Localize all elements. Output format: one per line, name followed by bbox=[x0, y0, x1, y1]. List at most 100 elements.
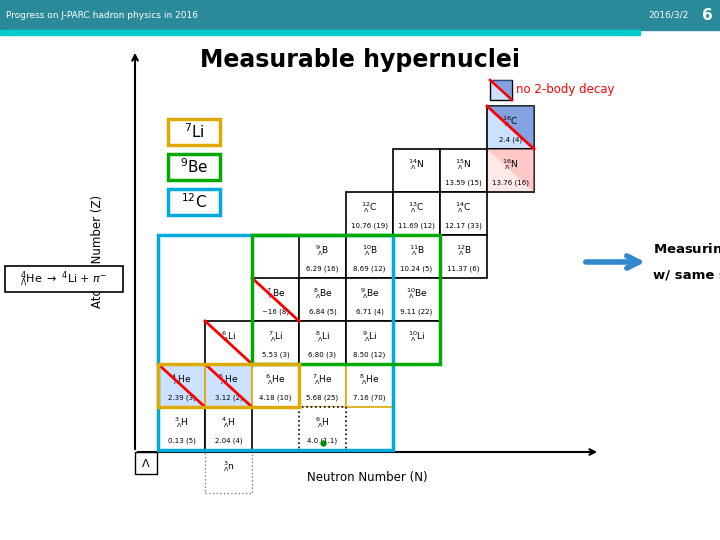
Text: 11.69 (12): 11.69 (12) bbox=[398, 222, 435, 229]
Bar bbox=[440, 192, 487, 235]
Bar bbox=[393, 235, 440, 278]
Bar bbox=[346, 192, 393, 235]
Text: $^{5}_{\ \Lambda}$He: $^{5}_{\ \Lambda}$He bbox=[218, 373, 239, 387]
Bar bbox=[168, 189, 220, 215]
Bar bbox=[252, 364, 299, 407]
Bar bbox=[346, 235, 393, 278]
Text: 0.13 (5): 0.13 (5) bbox=[168, 437, 195, 444]
Text: Progress on J-PARC hadron physics in 2016: Progress on J-PARC hadron physics in 201… bbox=[6, 10, 198, 19]
Text: $^{6}_{\ \Lambda}$He: $^{6}_{\ \Lambda}$He bbox=[265, 373, 286, 387]
Text: 2016/3/2: 2016/3/2 bbox=[648, 10, 688, 19]
Bar bbox=[440, 235, 487, 278]
Text: $^{13}_{\ \Lambda}$C: $^{13}_{\ \Lambda}$C bbox=[408, 200, 425, 215]
Text: w/ same setup: w/ same setup bbox=[653, 268, 720, 281]
Bar bbox=[5, 266, 123, 292]
Text: $^{11}_{\ \Lambda}$B: $^{11}_{\ \Lambda}$B bbox=[408, 244, 424, 258]
Text: 9.11 (22): 9.11 (22) bbox=[400, 308, 433, 315]
Bar bbox=[299, 235, 346, 278]
Text: $\Lambda$: $\Lambda$ bbox=[141, 457, 150, 469]
Text: 5.53 (3): 5.53 (3) bbox=[261, 352, 289, 358]
Text: 6.29 (16): 6.29 (16) bbox=[306, 265, 338, 272]
Bar bbox=[299, 407, 346, 450]
Text: $^{10}_{\ \Lambda}$B: $^{10}_{\ \Lambda}$B bbox=[361, 244, 377, 258]
Text: no 2-body decay: no 2-body decay bbox=[516, 84, 614, 97]
Bar bbox=[158, 364, 205, 407]
Bar bbox=[393, 278, 440, 321]
Bar bbox=[346, 278, 393, 321]
Text: 12.17 (33): 12.17 (33) bbox=[445, 222, 482, 229]
Text: 5.68 (25): 5.68 (25) bbox=[307, 394, 338, 401]
Bar bbox=[346, 321, 393, 364]
Text: 2.4 (4): 2.4 (4) bbox=[499, 136, 522, 143]
Bar bbox=[0, 30, 640, 35]
Text: $^{12}_{\ \Lambda}$B: $^{12}_{\ \Lambda}$B bbox=[456, 244, 472, 258]
Text: $^{15}_{\ \Lambda}$N: $^{15}_{\ \Lambda}$N bbox=[455, 158, 472, 172]
Text: $^{9}_{\ \Lambda}$Be: $^{9}_{\ \Lambda}$Be bbox=[359, 286, 379, 301]
Bar bbox=[252, 235, 440, 364]
Text: $^{4}_{\Lambda}$He $\rightarrow$ $^{4}$Li + $\pi^{-}$: $^{4}_{\Lambda}$He $\rightarrow$ $^{4}$L… bbox=[20, 269, 108, 289]
Bar bbox=[0, 0, 720, 30]
Bar bbox=[252, 321, 299, 364]
Text: $^{12}_{\ \Lambda}$C: $^{12}_{\ \Lambda}$C bbox=[361, 200, 377, 215]
Bar bbox=[205, 450, 252, 493]
Bar bbox=[158, 407, 205, 450]
Text: Neutron Number (N): Neutron Number (N) bbox=[307, 471, 428, 484]
Text: $^{12}$C: $^{12}$C bbox=[181, 193, 207, 211]
Bar bbox=[135, 452, 157, 474]
Text: 13.76 (16): 13.76 (16) bbox=[492, 179, 529, 186]
Bar bbox=[346, 364, 393, 407]
Polygon shape bbox=[490, 80, 512, 100]
Text: $^{4}_{\ \Lambda}$He: $^{4}_{\ \Lambda}$He bbox=[171, 373, 192, 387]
Text: Atomic Number (Z): Atomic Number (Z) bbox=[91, 194, 104, 308]
Text: 6: 6 bbox=[701, 8, 712, 23]
Bar bbox=[158, 364, 299, 407]
Bar bbox=[299, 364, 346, 407]
Bar bbox=[168, 154, 220, 180]
Text: $^{9}_{\ \Lambda}$B: $^{9}_{\ \Lambda}$B bbox=[315, 244, 330, 258]
Text: 6.71 (4): 6.71 (4) bbox=[356, 308, 384, 315]
Text: 2.39 (3): 2.39 (3) bbox=[168, 394, 195, 401]
Text: $^{10}_{\ \Lambda}$Be: $^{10}_{\ \Lambda}$Be bbox=[405, 286, 427, 301]
Bar bbox=[440, 149, 487, 192]
Text: $^{16}_{\ \Lambda}$C: $^{16}_{\ \Lambda}$C bbox=[503, 114, 518, 130]
Text: 10.76 (19): 10.76 (19) bbox=[351, 222, 388, 229]
Text: $^{7}_{\ \Lambda}$Li: $^{7}_{\ \Lambda}$Li bbox=[268, 329, 283, 345]
Text: $^{14}_{\ \Lambda}$N: $^{14}_{\ \Lambda}$N bbox=[408, 158, 425, 172]
Text: 7.16 (70): 7.16 (70) bbox=[354, 394, 386, 401]
Bar bbox=[205, 407, 252, 450]
Bar bbox=[393, 192, 440, 235]
Bar bbox=[393, 149, 440, 192]
Text: $^{6}_{\ \Lambda}$H: $^{6}_{\ \Lambda}$H bbox=[315, 415, 330, 430]
Text: $^{10}_{\ \Lambda}$Li: $^{10}_{\ \Lambda}$Li bbox=[408, 329, 425, 345]
Text: $^{7}$Li: $^{7}$Li bbox=[184, 123, 204, 141]
Text: $^{4}_{\ \Lambda}$H: $^{4}_{\ \Lambda}$H bbox=[221, 415, 235, 430]
Text: $^{6}_{\ \Lambda}$Li: $^{6}_{\ \Lambda}$Li bbox=[221, 329, 236, 345]
Text: ~16 (8): ~16 (8) bbox=[262, 308, 289, 315]
Text: Measurable hypernuclei: Measurable hypernuclei bbox=[200, 48, 520, 72]
Text: $^{3}_{\Lambda}$n: $^{3}_{\Lambda}$n bbox=[222, 459, 234, 474]
Polygon shape bbox=[487, 106, 534, 149]
Text: $^{7}_{\ \Lambda}$Be: $^{7}_{\ \Lambda}$Be bbox=[266, 286, 286, 301]
Bar bbox=[252, 278, 299, 321]
Polygon shape bbox=[487, 149, 534, 192]
Text: 3.12 (2): 3.12 (2) bbox=[215, 394, 243, 401]
Text: 4.0 (1.1): 4.0 (1.1) bbox=[307, 437, 338, 444]
Bar bbox=[158, 235, 393, 450]
Text: 4.18 (10): 4.18 (10) bbox=[259, 394, 292, 401]
Text: $^{9}_{\ \Lambda}$Li: $^{9}_{\ \Lambda}$Li bbox=[361, 329, 377, 345]
Text: 6.84 (5): 6.84 (5) bbox=[309, 308, 336, 315]
Bar bbox=[393, 321, 440, 364]
Text: $^{8}_{\ \Lambda}$Li: $^{8}_{\ \Lambda}$Li bbox=[315, 329, 330, 345]
Text: $^{8}_{\ \Lambda}$He: $^{8}_{\ \Lambda}$He bbox=[359, 373, 379, 387]
Bar bbox=[299, 321, 346, 364]
Text: $^{3}_{\ \Lambda}$H: $^{3}_{\ \Lambda}$H bbox=[174, 415, 189, 430]
Text: 10.24 (5): 10.24 (5) bbox=[400, 265, 433, 272]
Text: 6.80 (3): 6.80 (3) bbox=[308, 352, 336, 358]
Text: $^{8}_{\ \Lambda}$Be: $^{8}_{\ \Lambda}$Be bbox=[312, 286, 333, 301]
Text: $^{7}_{\ \Lambda}$He: $^{7}_{\ \Lambda}$He bbox=[312, 373, 333, 387]
Bar bbox=[205, 364, 252, 407]
Text: $^{9}$Be: $^{9}$Be bbox=[180, 158, 208, 177]
Bar bbox=[299, 278, 346, 321]
Bar bbox=[490, 80, 512, 100]
Text: 13.59 (15): 13.59 (15) bbox=[445, 179, 482, 186]
